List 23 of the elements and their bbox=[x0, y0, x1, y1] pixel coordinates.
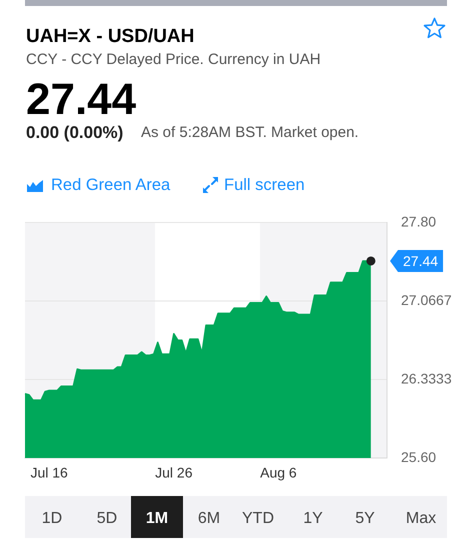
text: 0.00 (0.00%) bbox=[26, 122, 124, 142]
x-tick-label: Jul 26 bbox=[155, 464, 193, 480]
text: Max bbox=[404, 509, 438, 530]
selected-button: 1M bbox=[131, 496, 183, 538]
text: 1D bbox=[40, 509, 64, 530]
y-tick-label: 25.60 bbox=[401, 448, 436, 465]
text: 5Y bbox=[354, 509, 376, 530]
text: Red Green Area bbox=[51, 176, 170, 194]
text: As of 5:28AM BST. Market open. bbox=[141, 124, 359, 142]
text: 6M bbox=[196, 509, 222, 530]
text: 27.44 bbox=[26, 74, 136, 124]
text: 5D bbox=[96, 509, 118, 530]
text: 1Y bbox=[302, 509, 324, 530]
x-tick-label: Aug 6 bbox=[260, 464, 297, 480]
chart-title: UAH=X - USD/UAH bbox=[26, 26, 194, 47]
y-tick-label: 27.80 bbox=[401, 213, 436, 230]
x-tick-label: Jul 16 bbox=[30, 464, 68, 480]
y-tick-label: 27.0667 bbox=[401, 292, 452, 308]
chart-subtitle: CCY - CCY Delayed Price. Currency in UAH bbox=[26, 51, 321, 68]
text: YTD bbox=[241, 509, 275, 530]
text: Full screen bbox=[224, 176, 305, 194]
y-tick-label: 26.3333 bbox=[401, 370, 452, 386]
text: 27.44 bbox=[402, 252, 438, 269]
